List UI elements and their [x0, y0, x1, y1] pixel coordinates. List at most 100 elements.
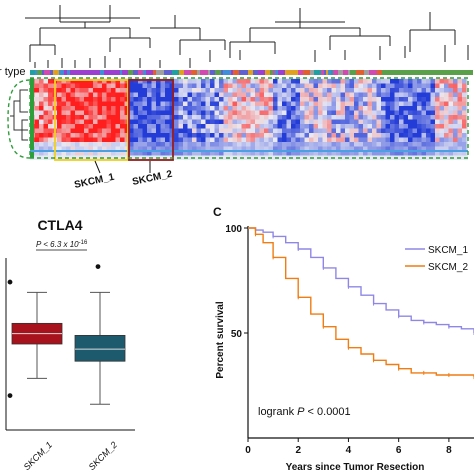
heatmap-cell: [345, 146, 350, 151]
heatmap-cell: [268, 101, 273, 106]
heatmap-cell: [84, 133, 89, 138]
heatmap-cell: [394, 92, 399, 97]
heatmap-cell: [93, 119, 98, 124]
heatmap-cell: [453, 115, 458, 120]
heatmap-cell: [322, 128, 327, 133]
heatmap-cell: [138, 79, 143, 84]
type-bar-cell: [120, 70, 122, 75]
heatmap-cell: [255, 92, 260, 97]
heatmap-cell: [448, 79, 453, 84]
heatmap-cell: [408, 88, 413, 93]
heatmap-cell: [219, 119, 224, 124]
heatmap-cell: [295, 124, 300, 129]
heatmap-cell: [300, 106, 305, 111]
heatmap-cell: [336, 106, 341, 111]
heatmap-cell: [111, 119, 116, 124]
heatmap-cell: [156, 137, 161, 142]
heatmap-cell: [291, 110, 296, 115]
heatmap-cell: [457, 115, 462, 120]
heatmap-cell: [241, 110, 246, 115]
heatmap-cell: [372, 133, 377, 138]
heatmap-cell: [232, 97, 237, 102]
heatmap-cell: [417, 88, 422, 93]
heatmap-cell: [318, 115, 323, 120]
heatmap-cell: [331, 83, 336, 88]
heatmap-cell: [358, 119, 363, 124]
heatmap-cell: [57, 79, 62, 84]
heatmap-cell: [295, 97, 300, 102]
heatmap-cell: [223, 142, 228, 147]
heatmap-cell: [295, 142, 300, 147]
logrank-annotation: logrank P < 0.0001: [258, 406, 351, 418]
heatmap-cell: [138, 124, 143, 129]
heatmap-cell: [147, 106, 152, 111]
heatmap-cell: [444, 124, 449, 129]
heatmap-cell: [412, 79, 417, 84]
heatmap-cell: [151, 97, 156, 102]
heatmap-cell: [453, 110, 458, 115]
heatmap-cell: [453, 119, 458, 124]
heatmap-cell: [115, 119, 120, 124]
heatmap-cell: [156, 97, 161, 102]
heatmap-cell: [345, 83, 350, 88]
heatmap-cell: [349, 142, 354, 147]
heatmap-cell: [340, 142, 345, 147]
heatmap-cell: [259, 128, 264, 133]
type-bar-cell: [305, 70, 310, 75]
heatmap-cell: [417, 101, 422, 106]
heatmap-cell: [286, 79, 291, 84]
heatmap-cell: [66, 97, 71, 102]
heatmap-cell: [259, 97, 264, 102]
heatmap-cell: [444, 88, 449, 93]
heatmap-cell: [300, 79, 305, 84]
cluster-label-skcm1: SKCM_1: [73, 172, 115, 191]
heatmap-cell: [237, 110, 242, 115]
heatmap-cell: [376, 142, 381, 147]
heatmap-cell: [448, 106, 453, 111]
heatmap-cell: [390, 128, 395, 133]
heatmap-cell: [192, 124, 197, 129]
heatmap-cell: [88, 110, 93, 115]
heatmap-cell: [345, 119, 350, 124]
heatmap-cell: [219, 101, 224, 106]
heatmap-cell: [223, 128, 228, 133]
heatmap-cell: [165, 83, 170, 88]
heatmap-cell: [151, 137, 156, 142]
type-bar-cell: [122, 70, 128, 75]
heatmap-cell: [331, 137, 336, 142]
heatmap-cell: [147, 124, 152, 129]
heatmap-cell: [169, 142, 174, 147]
heatmap-cell: [444, 146, 449, 151]
heatmap-cell: [295, 115, 300, 120]
heatmap-cell: [214, 88, 219, 93]
heatmap-cell: [291, 101, 296, 106]
heatmap-cell: [160, 88, 165, 93]
heatmap-cell: [340, 88, 345, 93]
box-outlier: [7, 279, 13, 285]
heatmap-cell: [61, 124, 66, 129]
heatmap-cell: [102, 79, 107, 84]
heatmap-cell: [187, 83, 192, 88]
heatmap-cell: [390, 133, 395, 138]
heatmap-cell: [84, 137, 89, 142]
heatmap-cell: [457, 92, 462, 97]
heatmap-cell: [435, 92, 440, 97]
heatmap-cell: [57, 92, 62, 97]
heatmap-cell: [462, 92, 467, 97]
heatmap-cell: [57, 119, 62, 124]
heatmap-cell: [84, 83, 89, 88]
heatmap-cell: [75, 79, 80, 84]
heatmap-cell: [111, 128, 116, 133]
heatmap-cell: [192, 128, 197, 133]
heatmap-cell: [295, 133, 300, 138]
heatmap-cell: [345, 106, 350, 111]
heatmap-cell: [358, 79, 363, 84]
heatmap-cell: [39, 133, 44, 138]
heatmap-cell: [174, 106, 179, 111]
heatmap-cell: [160, 142, 165, 147]
heatmap-cell: [363, 115, 368, 120]
heatmap-cell: [129, 83, 134, 88]
heatmap-cell: [372, 115, 377, 120]
heatmap-cell: [291, 151, 296, 156]
heatmap-cell: [106, 115, 111, 120]
